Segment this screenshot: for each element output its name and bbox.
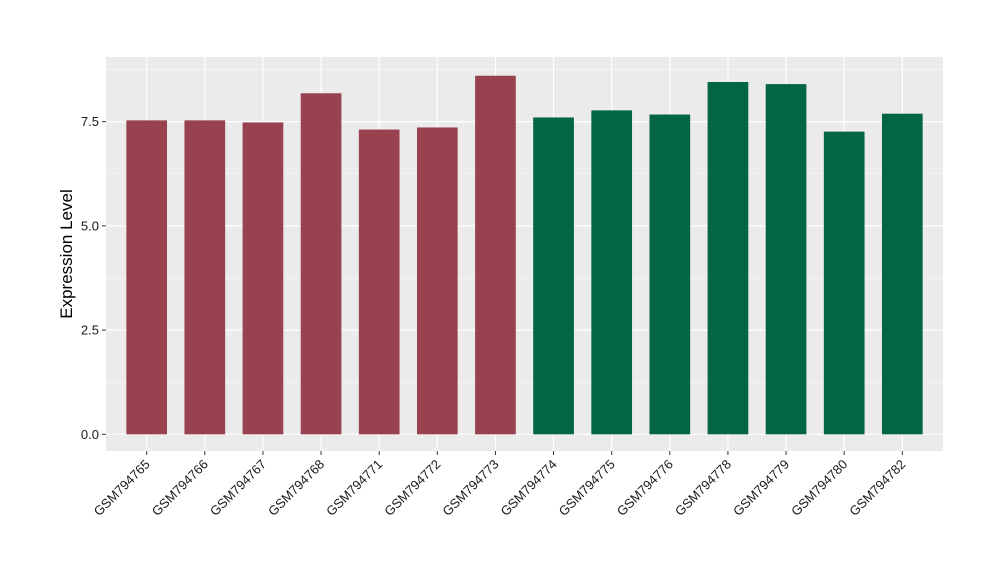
- y-tick-label: 5.0: [81, 218, 99, 233]
- bar: [533, 117, 574, 435]
- x-tick-label: GSM794766: [149, 457, 211, 519]
- bar: [358, 129, 400, 435]
- x-tick-label: GSM794780: [788, 457, 850, 519]
- bars: [126, 75, 923, 435]
- bar: [184, 120, 226, 435]
- x-tick-label: GSM794775: [556, 457, 618, 519]
- x-tick-label: GSM794776: [614, 457, 676, 519]
- x-tick-label: GSM794772: [381, 457, 443, 519]
- bar: [126, 120, 168, 435]
- bar: [881, 113, 923, 435]
- x-axis: GSM794765GSM794766GSM794767GSM794768GSM7…: [91, 451, 908, 519]
- bar: [475, 75, 516, 435]
- y-axis: 0.0 2.5 5.0 7.5: [81, 114, 106, 442]
- y-axis-title: Expression Level: [57, 189, 76, 318]
- x-tick-label: GSM794782: [846, 457, 908, 519]
- y-tick-label: 2.5: [81, 323, 99, 338]
- y-tick-label: 7.5: [81, 114, 99, 129]
- bar: [416, 127, 458, 435]
- bar: [300, 93, 342, 435]
- x-tick-label: GSM794779: [730, 457, 792, 519]
- bar: [242, 122, 284, 435]
- x-tick-label: GSM794778: [672, 457, 734, 519]
- x-tick-label: GSM794771: [323, 457, 385, 519]
- bar: [765, 84, 807, 435]
- plot-panel: [106, 57, 943, 451]
- x-tick-label: GSM794774: [497, 457, 559, 519]
- bar: [649, 114, 691, 435]
- bar: [707, 82, 749, 435]
- y-tick-label: 0.0: [81, 427, 99, 442]
- bar: [823, 131, 865, 435]
- x-tick-label: GSM794773: [439, 457, 501, 519]
- x-tick-label: GSM794765: [91, 457, 153, 519]
- bar: [591, 110, 633, 435]
- x-tick-label: GSM794768: [265, 457, 327, 519]
- x-tick-label: GSM794767: [207, 457, 269, 519]
